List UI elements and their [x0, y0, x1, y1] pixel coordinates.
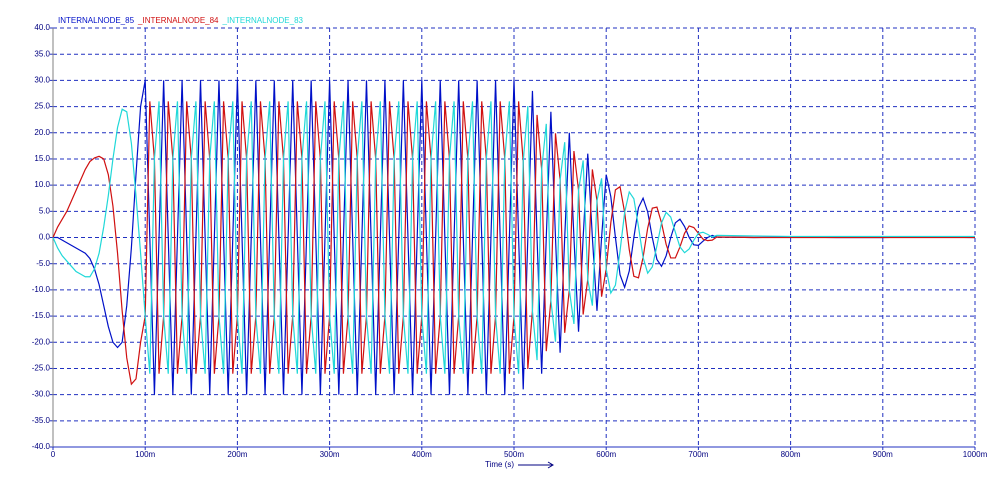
y-tick-label: 35.0: [34, 49, 50, 58]
x-tick-label: 500m: [504, 450, 524, 459]
x-tick-label: 700m: [688, 450, 708, 459]
x-tick-label: 1000m: [963, 450, 988, 459]
y-tick-label: 10.0: [34, 180, 50, 189]
y-tick-label: 5.0: [39, 206, 51, 215]
y-tick-label: 20.0: [34, 128, 50, 137]
x-tick-label: 900m: [873, 450, 893, 459]
legend-entry: INTERNALNODE_85: [58, 16, 135, 25]
series-line: [52, 101, 975, 386]
y-tick-label: -25.0: [32, 364, 51, 373]
y-tick-label: 25.0: [34, 102, 50, 111]
y-tick-label: -20.0: [32, 337, 51, 346]
series-line: [52, 101, 975, 374]
x-tick-label: 400m: [412, 450, 432, 459]
legend-entry: _INTERNALNODE_83: [222, 16, 304, 25]
x-tick-label: 100m: [135, 450, 155, 459]
y-tick-label: 30.0: [34, 75, 50, 84]
y-tick-label: 40.0: [34, 23, 50, 32]
x-tick-label: 300m: [320, 450, 340, 459]
x-tick-label: 600m: [596, 450, 616, 459]
y-tick-label: -5.0: [36, 259, 50, 268]
x-axis-arrowhead: [547, 461, 554, 469]
y-tick-label: -35.0: [32, 416, 51, 425]
y-tick-label: -30.0: [32, 390, 51, 399]
x-tick-label: 800m: [781, 450, 801, 459]
y-tick-label: -15.0: [32, 311, 51, 320]
x-tick-label: 0: [51, 450, 56, 459]
y-tick-label: -40.0: [32, 442, 51, 451]
x-tick-label: 200m: [227, 450, 247, 459]
legend-entry: _INTERNALNODE_84: [137, 16, 219, 25]
y-tick-label: 15.0: [34, 154, 50, 163]
y-tick-label: -10.0: [32, 285, 51, 294]
y-tick-label: 0.0: [39, 233, 51, 242]
series-line: [53, 80, 976, 395]
x-axis-title: Time (s): [485, 460, 514, 469]
